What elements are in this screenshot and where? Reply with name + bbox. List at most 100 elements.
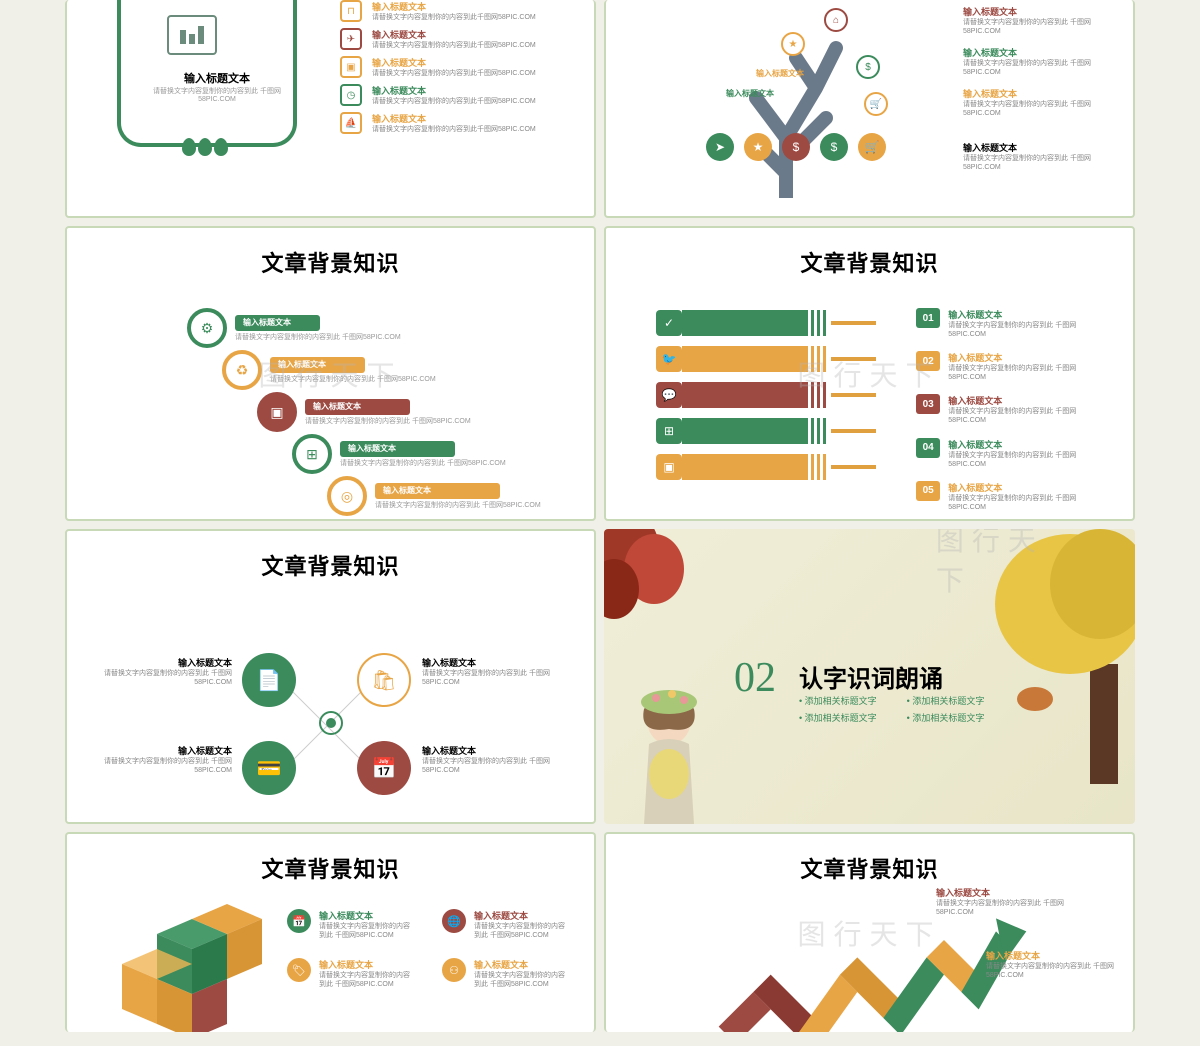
item-desc: 请替换文字内容复制你的内容到此 千图网58PIC.COM (963, 18, 1103, 36)
grid-icon: ⊞ (656, 418, 682, 444)
item-desc: 请替换文字内容复制你的内容到此 千图网58PIC.COM (948, 321, 1103, 339)
item-desc: 请替换文字内容复制你的内容到此 千图网58PIC.COM (319, 971, 412, 989)
slide2-right-text: 输入标题文本请替换文字内容复制你的内容到此 千图网58PIC.COM 输入标题文… (963, 5, 1103, 172)
number-badge: 04 (916, 438, 940, 458)
slide-title: 文章背景知识 (67, 228, 594, 278)
tag-icon: 🏷 (287, 958, 311, 982)
clock-icon: ◷ (340, 84, 362, 106)
item-title: 输入标题文本 (372, 28, 536, 41)
item-title: 输入标题文本 (948, 438, 1103, 451)
slide-title: 文章背景知识 (606, 834, 1133, 884)
item-desc: 请替换文字内容复制你的内容到此千图网58PIC.COM (372, 13, 536, 22)
section-title: 认字识词朗诵 (799, 659, 943, 694)
item-title: 输入标题文本 (963, 46, 1103, 59)
slide1-frame (117, 0, 297, 147)
girl-illustration (614, 674, 724, 824)
number-badge: 05 (916, 481, 940, 501)
item-desc: 请替换文字内容复制你的内容到此 千图网58PIC.COM (948, 364, 1103, 382)
item-title: 输入标题文本 (948, 308, 1103, 321)
camera-icon: ▣ (257, 392, 297, 432)
slide-3: 文章背景知识 ⚙输入标题文本请替换文字内容复制你的内容到此 千图网58PIC.C… (65, 226, 596, 521)
cart-icon: 🛒 (858, 133, 886, 161)
section-bullets: • 添加相关标题文字• 添加相关标题文字 • 添加相关标题文字• 添加相关标题文… (799, 694, 984, 732)
item-title: 输入标题文本 (235, 315, 320, 331)
item-title: 输入标题文本 (372, 84, 536, 97)
tree-node-house-icon: ⌂ (824, 8, 848, 32)
item-desc: 请替换文字内容复制你的内容到此 千图网58PIC.COM (375, 500, 541, 510)
item-desc: 请替换文字内容复制你的内容到此千图网58PIC.COM (372, 69, 536, 78)
item-title: 输入标题文本 (270, 357, 365, 373)
calendar-icon: 📅 (287, 909, 311, 933)
slide-1: 输入标题文本 请替换文字内容复制你的内容到此 千图网58PIC.COM ⊓输入标… (65, 0, 596, 218)
send-icon: ➤ (706, 133, 734, 161)
item-title: 输入标题文本 (948, 351, 1103, 364)
slide-2: ⌂ ★ $ 🛒 输入标题文本 输入标题文本 输入标题文本请替换文字内容复制你的内… (604, 0, 1135, 218)
circle-icon: ◎ (327, 476, 367, 516)
item-title: 输入标题文本 (305, 399, 410, 415)
brush-list: ✓ 🐦 💬 ⊞ ▣ (656, 308, 876, 521)
item-title: 输入标题文本 (375, 483, 500, 499)
plane-icon: ✈ (340, 28, 362, 50)
item-title: 输入标题文本 (948, 394, 1103, 407)
item-title: 输入标题文本 (963, 87, 1103, 100)
slide5-text: 输入标题文本请替换文字内容复制你的内容到此 千图网58PIC.COM (102, 656, 232, 687)
slide5-text: 输入标题文本请替换文字内容复制你的内容到此 千图网58PIC.COM (422, 744, 552, 775)
item-desc: 请替换文字内容复制你的内容到此 千图网58PIC.COM (305, 416, 471, 426)
item-title: 输入标题文本 (319, 909, 412, 922)
org-icon: ⚇ (442, 958, 466, 982)
slide-7: 文章背景知识 📅输入标题文本请替换文字内容复制你的内容到此 千图网58PIC.C… (65, 832, 596, 1032)
slide5-text: 输入标题文本请替换文字内容复制你的内容到此 千图网58PIC.COM (422, 656, 552, 687)
slide8-text: 输入标题文本请替换文字内容复制你的内容到此 千图网58PIC.COM (986, 949, 1116, 980)
item-desc: 请替换文字内容复制你的内容到此 千图网58PIC.COM (948, 407, 1103, 425)
item-desc: 请替换文字内容复制你的内容到此千图网58PIC.COM (372, 97, 536, 106)
item-title: 输入标题文本 (474, 958, 567, 971)
item-title: 输入标题文本 (319, 958, 412, 971)
number-badge: 03 (916, 394, 940, 414)
item-desc: 请替换文字内容复制你的内容到此 千图网58PIC.COM (474, 922, 567, 940)
tree-node-dollar-icon: $ (856, 55, 880, 79)
slide-6-section: 02 认字识词朗诵 • 添加相关标题文字• 添加相关标题文字 • 添加相关标题文… (604, 529, 1135, 824)
bag-icon: 🛍 (357, 653, 411, 707)
dollar-icon: $ (820, 133, 848, 161)
slide7-grid: 📅输入标题文本请替换文字内容复制你的内容到此 千图网58PIC.COM 🌐输入标… (287, 909, 567, 989)
recycle-icon: ♻ (222, 350, 262, 390)
slide2-icon-row: ➤ ★ $ $ 🛒 (706, 133, 886, 161)
slide1-item-list: ⊓输入标题文本请替换文字内容复制你的内容到此千图网58PIC.COM ✈输入标题… (340, 0, 536, 140)
number-badge: 01 (916, 308, 940, 328)
check-icon: ✓ (656, 310, 682, 336)
item-desc: 请替换文字内容复制你的内容到此 千图网58PIC.COM (474, 971, 567, 989)
center-node (319, 711, 343, 735)
star-icon: ★ (744, 133, 772, 161)
item-desc: 请替换文字内容复制你的内容到此 千图网58PIC.COM (319, 922, 412, 940)
slide-title: 文章背景知识 (67, 531, 594, 581)
item-desc: 请替换文字内容复制你的内容到此 千图网58PIC.COM (340, 458, 506, 468)
slide3-stagger-list: ⚙输入标题文本请替换文字内容复制你的内容到此 千图网58PIC.COM ♻输入标… (67, 278, 594, 516)
section-number: 02 (734, 654, 776, 702)
item-desc: 请替换文字内容复制你的内容到此 千图网58PIC.COM (948, 451, 1103, 469)
item-desc: 请替换文字内容复制你的内容到此千图网58PIC.COM (372, 125, 536, 134)
chat-icon: 💬 (656, 382, 682, 408)
item-desc: 请替换文字内容复制你的内容到此 千图网58PIC.COM (963, 154, 1103, 172)
slide-5: 文章背景知识 📄 🛍 💳 📅 输入标题文本请替换文字内容复制你的内容到此 千图网… (65, 529, 596, 824)
tree-node-cart-icon: 🛒 (864, 92, 888, 116)
calendar-icon: 📅 (357, 741, 411, 795)
item-desc: 请替换文字内容复制你的内容到此 千图网58PIC.COM (235, 332, 401, 342)
item-desc: 请替换文字内容复制你的内容到此 千图网58PIC.COM (270, 374, 436, 384)
slide8-text: 输入标题文本请替换文字内容复制你的内容到此 千图网58PIC.COM (936, 886, 1066, 917)
magnet-icon: ⊓ (340, 0, 362, 22)
slide5-text: 输入标题文本请替换文字内容复制你的内容到此 千图网58PIC.COM (102, 744, 232, 775)
tree-node-star-icon: ★ (781, 32, 805, 56)
slides-grid: 输入标题文本 请替换文字内容复制你的内容到此 千图网58PIC.COM ⊓ 输入标… (0, 0, 1200, 1032)
slide-title: 文章背景知识 (606, 228, 1133, 278)
slide-4: 文章背景知识 ✓ 🐦 💬 ⊞ ▣ 01输入标题文本请替换文字内容复制你的内容到此… (604, 226, 1135, 521)
item-title: 输入标题文本 (963, 141, 1103, 154)
gear-icon: ⚙ (187, 308, 227, 348)
ship-icon: ⛵ (340, 112, 362, 134)
numbered-list: 01输入标题文本请替换文字内容复制你的内容到此 千图网58PIC.COM 02输… (916, 308, 1103, 521)
item-title: 输入标题文本 (340, 441, 455, 457)
cube-graphic (122, 904, 262, 1032)
doc-icon: 📄 (242, 653, 296, 707)
item-title: 输入标题文本 (948, 481, 1103, 494)
item-title: 输入标题文本 (474, 909, 567, 922)
item-title: 输入标题文本 (372, 56, 536, 69)
